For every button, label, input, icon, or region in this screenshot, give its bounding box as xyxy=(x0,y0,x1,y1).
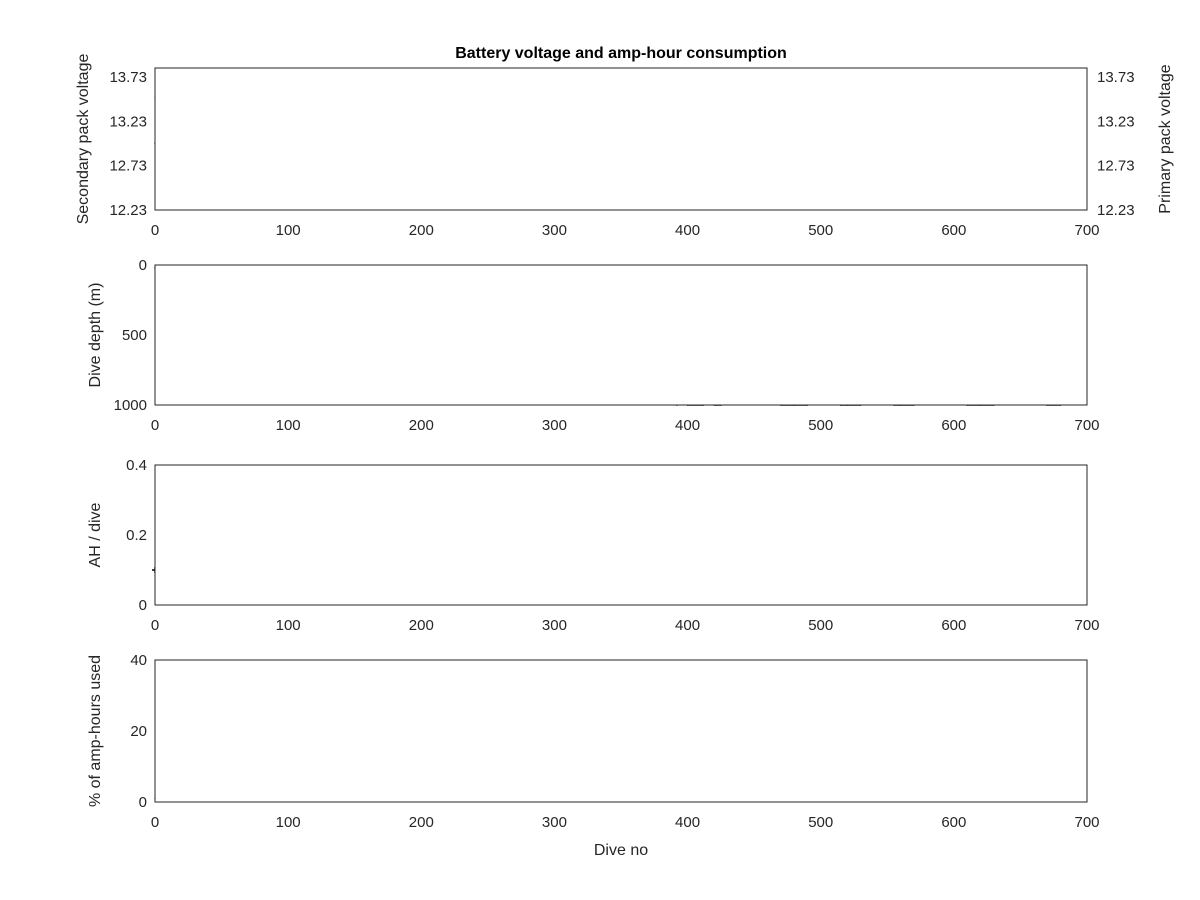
y-tick-label: 0.4 xyxy=(126,457,147,474)
x-tick-label: 400 xyxy=(675,814,700,831)
x-tick-label: 100 xyxy=(276,417,301,434)
y-axis-label: AH / dive xyxy=(87,502,104,567)
y-right-tick-label: 12.73 xyxy=(1097,158,1135,175)
y-tick-label: 40 xyxy=(130,652,147,669)
y-tick-label: 13.23 xyxy=(109,113,147,130)
x-tick-label: 400 xyxy=(675,222,700,239)
subplot-2: 0 100 200 300 400 500 600 700 0 500 1000 Dive depth… xyxy=(87,257,1100,434)
x-axis-label: Dive no xyxy=(594,842,648,859)
x-tick-label: 700 xyxy=(1074,617,1099,634)
x-tick-label: 400 xyxy=(675,417,700,434)
y-right-tick-label: 13.23 xyxy=(1097,113,1135,130)
y-axis-label: Dive depth (m) xyxy=(87,283,104,388)
y-right-axis-label: Primary pack voltage xyxy=(1157,64,1174,213)
y-axis-label: % of amp-hours used xyxy=(87,655,104,807)
axes-frame xyxy=(154,67,1088,211)
y-tick-label: 20 xyxy=(130,723,147,740)
subplot-3: 0 100 200 300 400 500 600 700 0 0.2 0.4 AH / dive xyxy=(87,457,1100,634)
y-axis-label: Secondary pack voltage xyxy=(75,54,92,225)
x-tick-label: 700 xyxy=(1074,814,1099,831)
x-tick-label: 500 xyxy=(808,617,833,634)
y-tick-label: 1000 xyxy=(114,397,147,414)
x-tick-label: 600 xyxy=(941,417,966,434)
x-tick-label: 200 xyxy=(409,222,434,239)
y-tick-label: 12.23 xyxy=(109,202,147,219)
x-tick-label: 300 xyxy=(542,222,567,239)
y-tick-label: 13.73 xyxy=(109,69,147,86)
y-tick-label: 0 xyxy=(139,257,147,274)
chart-title: Battery voltage and amp-hour consumption xyxy=(455,45,787,62)
subplot-1: 0 100 200 300 400 500 600 700 12.23 12.73 13.23 13.… xyxy=(75,45,1174,239)
x-tick-label: 600 xyxy=(941,814,966,831)
x-tick-label: 300 xyxy=(542,417,567,434)
x-tick-label: 300 xyxy=(542,617,567,634)
x-tick-label: 0 xyxy=(151,814,159,831)
y-tick-label: 0 xyxy=(139,597,147,614)
y-tick-label: 12.73 xyxy=(109,158,147,175)
x-tick-label: 100 xyxy=(276,814,301,831)
axes-frame xyxy=(154,264,1088,406)
x-tick-label: 200 xyxy=(409,814,434,831)
y-right-tick-label: 12.23 xyxy=(1097,202,1135,219)
y-right-tick-label: 13.73 xyxy=(1097,69,1135,86)
axes-frame xyxy=(154,464,1088,606)
x-tick-label: 0 xyxy=(151,417,159,434)
x-tick-label: 600 xyxy=(941,617,966,634)
x-tick-label: 500 xyxy=(808,222,833,239)
x-tick-label: 600 xyxy=(941,222,966,239)
x-tick-label: 0 xyxy=(151,617,159,634)
x-tick-label: 400 xyxy=(675,617,700,634)
x-tick-label: 200 xyxy=(409,417,434,434)
x-tick-label: 100 xyxy=(276,222,301,239)
x-tick-label: 700 xyxy=(1074,222,1099,239)
x-tick-label: 100 xyxy=(276,617,301,634)
x-tick-label: 200 xyxy=(409,617,434,634)
axes-frame xyxy=(154,659,1088,803)
y-tick-label: 500 xyxy=(122,327,147,344)
subplot-4: 0 100 200 300 400 500 600 700 0 20 40 % of amp-hour… xyxy=(87,652,1100,859)
x-tick-label: 700 xyxy=(1074,417,1099,434)
y-tick-label: 0 xyxy=(139,794,147,811)
y-tick-label: 0.2 xyxy=(126,527,147,544)
x-tick-label: 500 xyxy=(808,814,833,831)
x-tick-label: 300 xyxy=(542,814,567,831)
x-tick-label: 0 xyxy=(151,222,159,239)
x-tick-label: 500 xyxy=(808,417,833,434)
